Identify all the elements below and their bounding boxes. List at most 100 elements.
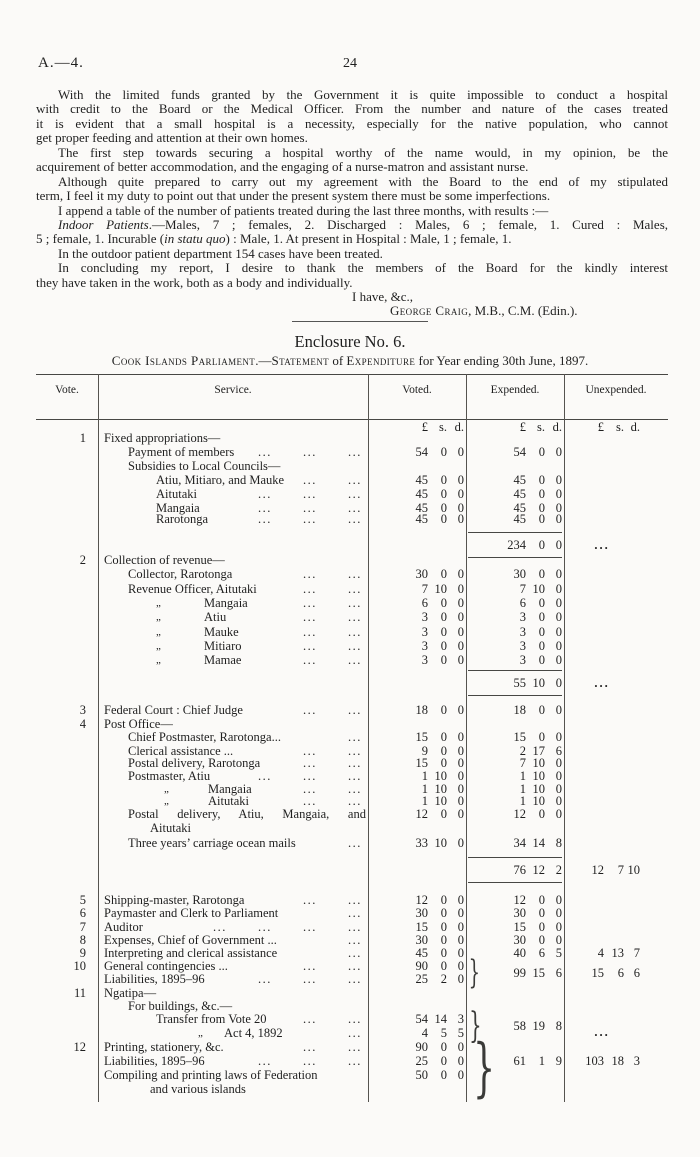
subtotal-unexpended-pounds: 12	[591, 863, 605, 877]
service-label: Collector, Rarotonga	[128, 567, 233, 581]
unexpended-nil-dots: ...	[594, 1025, 610, 1039]
amount-voted-pounds: 1	[421, 794, 428, 808]
leader-dots: ...	[348, 769, 362, 783]
document-reference: A.—4.	[38, 55, 84, 71]
amount-voted: 45 0 0	[368, 946, 465, 960]
amount-expended: 7 10 0	[467, 582, 562, 596]
amount-voted-pounds: 15	[415, 730, 429, 744]
amount-expended-pounds: 30	[513, 933, 527, 947]
leader-dots: ...	[303, 653, 317, 667]
service-label: Clerical assistance ...	[128, 744, 234, 758]
amount-expended-shillings: 10	[532, 769, 546, 783]
amount-voted-pounds: 3	[421, 639, 428, 653]
amount-voted: 30 0 0	[368, 933, 465, 947]
report-line: they have taken in the work, both as a b…	[36, 274, 353, 290]
column-rule-service-voted	[368, 374, 369, 1102]
amount-expended-pounds: 45	[513, 512, 527, 526]
leader-dots: ...	[258, 769, 272, 783]
group-unexpended-pence: 3	[633, 1054, 640, 1068]
amount-voted-shillings: 0	[440, 1040, 447, 1054]
amount-expended-shillings: 10	[532, 794, 546, 808]
subtotal-expended-pounds: 234	[507, 538, 526, 552]
subtotal-expended-pounds: 55	[513, 676, 527, 690]
amount-voted: 90 0 0	[368, 1040, 465, 1054]
amount-expended-shillings: 0	[538, 893, 545, 907]
text-segment: in statu quo	[164, 231, 226, 247]
amount-expended-pence: 0	[555, 769, 562, 783]
amount-voted-shillings: 10	[434, 836, 448, 850]
vote-number: 6	[79, 906, 86, 920]
amount-expended: 54 0 0	[467, 445, 563, 459]
amount-voted-pence: 0	[457, 501, 464, 515]
amount-expended-pounds: 15	[513, 920, 527, 934]
amount-voted-pounds: 54	[415, 445, 429, 459]
amount-voted-pence: 0	[457, 625, 464, 639]
amount-expended-pence: 6	[555, 744, 562, 758]
amount-expended: 45 0 0	[467, 473, 563, 487]
group-unexpended-pounds: 15	[591, 966, 605, 980]
amount-voted: 15 0 0	[368, 920, 465, 934]
amount-expended-pence: 8	[555, 836, 562, 850]
report-text: With the limited funds granted by the Go…	[36, 87, 668, 290]
service-label: Aitutaki	[156, 487, 197, 501]
amount-voted-shillings: 0	[440, 703, 447, 717]
service-label: Printing, stationery, &c.	[104, 1040, 224, 1054]
subtotal-expended-shillings: 10	[532, 676, 546, 690]
group-expended-shillings: 1	[538, 1054, 545, 1068]
amount-voted-pence: 0	[457, 1054, 464, 1068]
amount-voted-pounds: 33	[415, 836, 429, 850]
currency-header-unexpended-pounds: £	[597, 420, 604, 434]
leader-dots: ...	[348, 906, 362, 920]
leader-dots: ...	[348, 703, 362, 717]
amount-voted-pence: 0	[457, 920, 464, 934]
currency-header-voted-shillings: s.	[439, 420, 447, 434]
leader-dots: ...	[303, 501, 317, 515]
amount-expended-shillings: 0	[538, 639, 545, 653]
subtotal-expended-pence: 0	[555, 676, 562, 690]
service-label: Mitiaro	[204, 639, 242, 653]
amount-voted: 7 10 0	[368, 582, 464, 596]
column-rule-vote-service	[98, 374, 99, 1102]
amount-voted: 1 10 0	[368, 794, 464, 808]
group-expended-pence: 8	[555, 1019, 562, 1033]
leader-dots: ...	[348, 639, 362, 653]
report-line: With the limited funds granted by the Go…	[58, 87, 668, 102]
leader-dots: ...	[258, 501, 272, 515]
subtotal-rule	[468, 670, 562, 671]
amount-voted-shillings: 0	[440, 596, 447, 610]
column-header-voted: Voted.	[402, 384, 432, 396]
amount-voted-pence: 0	[457, 959, 464, 973]
amount-voted-shillings: 14	[434, 1012, 448, 1026]
amount-voted-pence: 0	[457, 487, 464, 501]
amount-voted-pence: 0	[457, 807, 464, 821]
amount-voted-pounds: 1	[421, 782, 428, 796]
amount-voted-shillings: 10	[434, 769, 448, 783]
text-segment: Expenditure	[346, 353, 416, 368]
amount-expended-shillings: 0	[538, 610, 545, 624]
amount-expended-shillings: 0	[538, 567, 545, 581]
amount-unexpended-pounds: 4	[597, 946, 604, 960]
amount-voted: 33 10 0	[368, 836, 465, 850]
leader-dots: ...	[348, 959, 362, 973]
amount-expended-shillings: 10	[532, 782, 546, 796]
leader-dots: ...	[348, 744, 362, 758]
amount-voted-pounds: 9	[421, 744, 428, 758]
amount-voted-shillings: 0	[440, 730, 447, 744]
ditto-mark: „	[156, 597, 161, 609]
amount-expended-shillings: 10	[532, 756, 546, 770]
amount-expended-shillings: 0	[538, 625, 545, 639]
amount-voted: 12 0 0	[368, 807, 465, 821]
amount-expended-pounds: 45	[513, 473, 527, 487]
amount-voted-pounds: 18	[415, 703, 429, 717]
currency-header-expended-pence: d.	[552, 420, 562, 434]
leader-dots: ...	[303, 782, 317, 796]
subtotal-rule	[468, 695, 562, 696]
leader-dots: ...	[303, 639, 317, 653]
ditto-mark: „	[156, 626, 161, 638]
leader-dots: ...	[348, 730, 362, 744]
currency-header-unexpended: £ s. d.	[564, 420, 640, 434]
amount-voted-pence: 5	[457, 1026, 464, 1040]
amount-voted-pence: 0	[457, 582, 464, 596]
